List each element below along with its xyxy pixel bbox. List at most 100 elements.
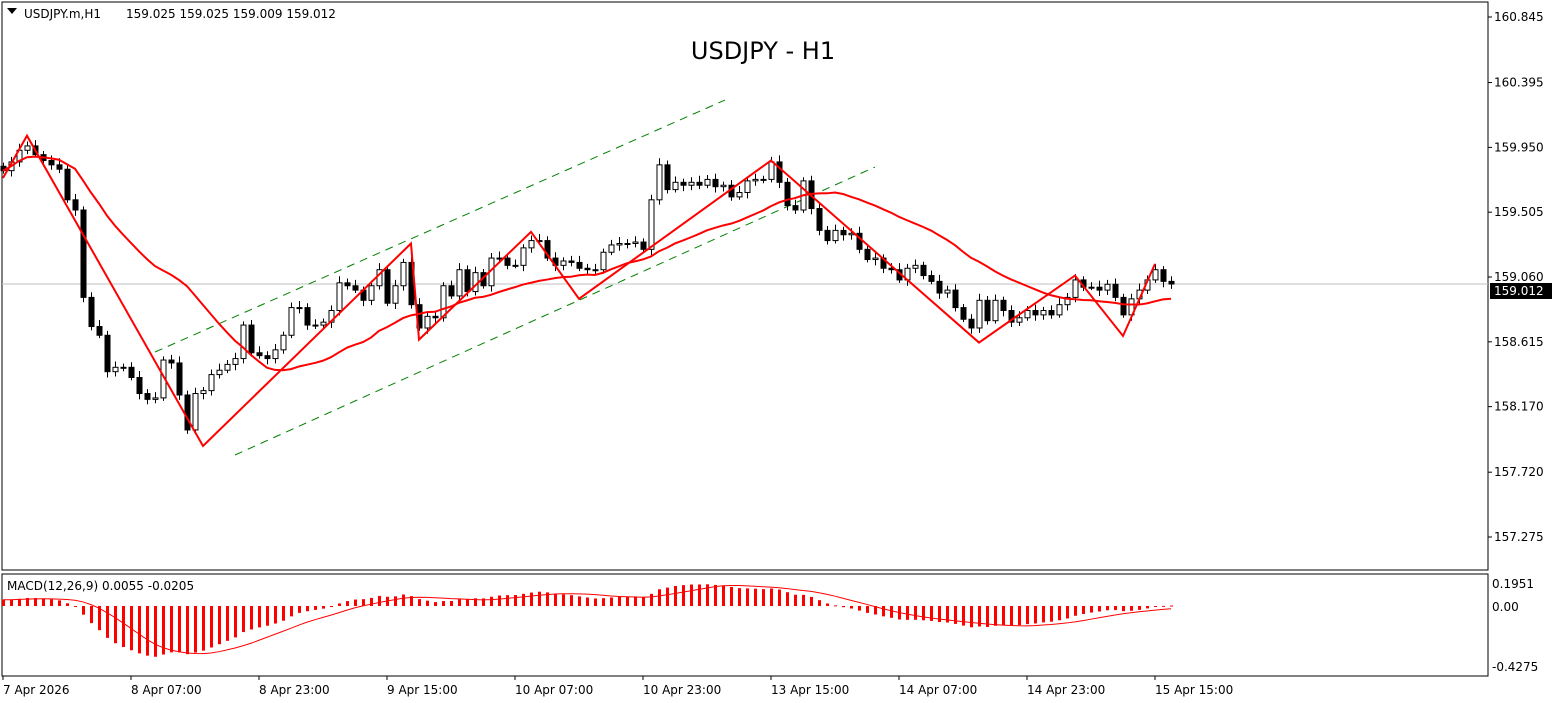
candle[interactable] (648, 194, 655, 256)
candle[interactable] (128, 362, 135, 381)
candle[interactable] (1048, 305, 1055, 319)
candle[interactable] (736, 185, 743, 200)
candle[interactable] (1112, 278, 1119, 302)
candle[interactable] (672, 176, 679, 193)
candle[interactable] (1152, 263, 1159, 283)
candle[interactable] (280, 331, 287, 354)
candle[interactable] (568, 255, 575, 267)
candle[interactable] (624, 239, 631, 249)
candle[interactable] (504, 253, 511, 270)
candle[interactable] (832, 224, 839, 244)
candle[interactable] (912, 259, 919, 274)
candle[interactable] (952, 284, 959, 312)
candle[interactable] (824, 226, 831, 245)
candle[interactable] (792, 199, 799, 214)
candle[interactable] (920, 261, 927, 280)
candle[interactable] (720, 181, 727, 192)
candle[interactable] (368, 280, 375, 306)
candle[interactable] (64, 164, 71, 203)
candle[interactable] (752, 173, 759, 186)
candle[interactable] (864, 244, 871, 263)
candle[interactable] (120, 363, 127, 372)
candle[interactable] (1168, 276, 1175, 289)
macd-plot[interactable] (2, 584, 1173, 657)
candle[interactable] (96, 319, 103, 339)
candle[interactable] (104, 330, 111, 378)
candle[interactable] (688, 177, 695, 191)
candle[interactable] (1104, 279, 1111, 295)
candle[interactable] (968, 314, 975, 334)
candle[interactable] (168, 354, 175, 369)
candle[interactable] (392, 279, 399, 310)
candle[interactable] (544, 236, 551, 261)
candle[interactable] (600, 248, 607, 274)
candle[interactable] (592, 263, 599, 275)
candle[interactable] (80, 206, 87, 303)
candle[interactable] (928, 270, 935, 285)
candle[interactable] (616, 236, 623, 251)
candle[interactable] (1160, 266, 1167, 288)
candle[interactable] (744, 176, 751, 199)
candle[interactable] (512, 259, 519, 269)
candle[interactable] (216, 363, 223, 379)
zigzag-line[interactable] (2, 133, 1156, 448)
candle[interactable] (144, 389, 151, 405)
candle[interactable] (992, 294, 999, 324)
candle[interactable] (664, 160, 671, 194)
candle[interactable] (208, 369, 215, 396)
candle[interactable] (760, 175, 767, 184)
candle[interactable] (984, 295, 991, 325)
channel-line[interactable] (234, 166, 876, 456)
candle[interactable] (776, 155, 783, 189)
candle[interactable] (1096, 280, 1103, 296)
candle[interactable] (576, 255, 583, 272)
candle[interactable] (456, 263, 463, 302)
candle[interactable] (608, 239, 615, 256)
candle[interactable] (24, 141, 31, 155)
candle[interactable] (1072, 274, 1079, 303)
candle[interactable] (264, 351, 271, 365)
candle[interactable] (640, 238, 647, 253)
candle[interactable] (72, 193, 79, 216)
candle[interactable] (632, 236, 639, 248)
candle[interactable] (1064, 293, 1071, 311)
candle[interactable] (256, 346, 263, 359)
candle[interactable] (88, 292, 95, 331)
candle[interactable] (1040, 306, 1047, 320)
price-plot[interactable] (0, 99, 1488, 456)
candle[interactable] (784, 177, 791, 211)
candle[interactable] (976, 293, 983, 333)
candle[interactable] (584, 263, 591, 276)
candle[interactable] (176, 356, 183, 400)
candle[interactable] (656, 158, 663, 205)
candle[interactable] (944, 285, 951, 298)
candle[interactable] (184, 390, 191, 434)
candle[interactable] (136, 370, 143, 400)
candle[interactable] (200, 386, 207, 400)
candle[interactable] (296, 301, 303, 314)
candle[interactable] (1088, 282, 1095, 291)
candle[interactable] (448, 280, 455, 299)
candle[interactable] (520, 244, 527, 272)
candle[interactable] (464, 265, 471, 297)
candle[interactable] (224, 360, 231, 374)
candle[interactable] (240, 321, 247, 364)
candle[interactable] (312, 319, 319, 329)
moving-average-line[interactable] (2, 155, 1172, 372)
candle[interactable] (560, 257, 567, 271)
candle[interactable] (336, 276, 343, 316)
candle[interactable] (840, 226, 847, 241)
candle[interactable] (1120, 293, 1127, 318)
candle[interactable] (112, 361, 119, 377)
candle[interactable] (400, 258, 407, 291)
candle[interactable] (528, 235, 535, 253)
candle[interactable] (1008, 305, 1015, 328)
channel-line[interactable] (154, 99, 726, 353)
candle[interactable] (1032, 304, 1039, 321)
candle[interactable] (344, 278, 351, 290)
candle[interactable] (816, 201, 823, 236)
candle[interactable] (712, 173, 719, 193)
candle[interactable] (704, 175, 711, 189)
candle[interactable] (1000, 296, 1007, 317)
